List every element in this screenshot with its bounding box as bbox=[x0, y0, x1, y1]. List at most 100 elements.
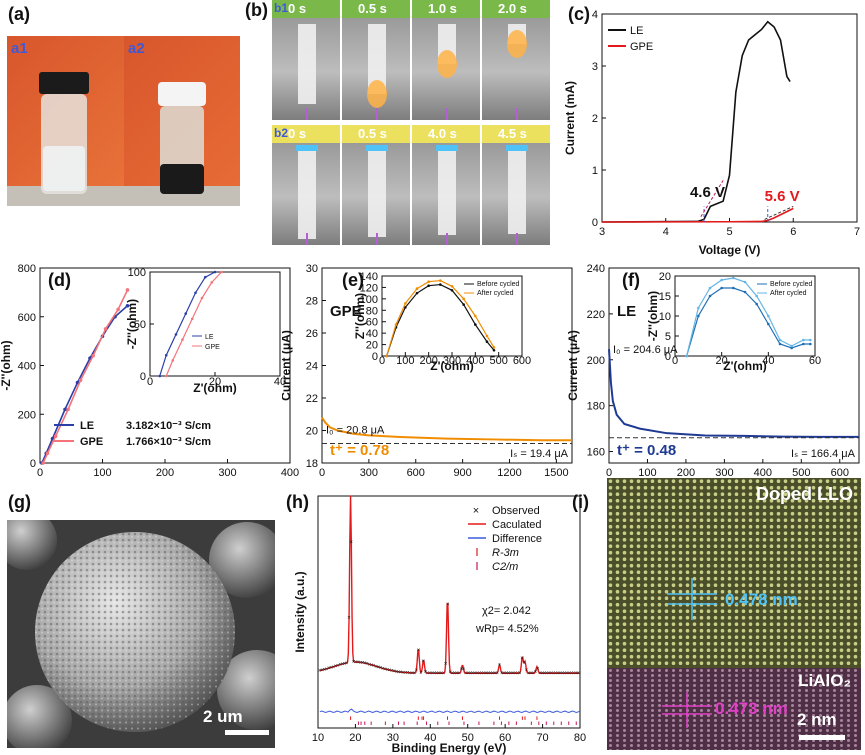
burn-strip-icon bbox=[507, 24, 527, 120]
e-inset-legend-label: Before cycled bbox=[477, 281, 520, 288]
d-inset-series-LE bbox=[159, 271, 216, 377]
e-ytick-label: 22 bbox=[306, 393, 318, 405]
h-observed-point: × bbox=[469, 671, 473, 677]
h-observed-point: × bbox=[408, 671, 412, 677]
h-observed-point: × bbox=[390, 669, 394, 675]
e-inset-point bbox=[474, 314, 477, 318]
d-inset-series-GPE bbox=[165, 271, 222, 377]
burn-strip-icon bbox=[367, 24, 387, 120]
h-legend-marker: × bbox=[473, 505, 479, 517]
d-inset-point bbox=[158, 374, 162, 378]
f-tplus-label: t⁺ = 0.48 bbox=[617, 442, 676, 459]
f-is-label: Iₛ = 166.4 μA bbox=[791, 448, 856, 460]
f-xtick-label: 400 bbox=[754, 467, 772, 479]
e-ytick-label: 18 bbox=[306, 458, 318, 470]
e-is-label: Iₛ = 19.4 μA bbox=[510, 448, 568, 460]
e-inset-point bbox=[462, 297, 465, 301]
frame-time-label: 0.5 s bbox=[358, 1, 387, 16]
h-observed-point: × bbox=[484, 671, 488, 677]
h-observed-point: × bbox=[361, 661, 365, 667]
burn-strip-icon bbox=[366, 145, 388, 245]
frame-time-label: 4.5 s bbox=[498, 126, 527, 141]
f-inset-ytick-label: 20 bbox=[659, 271, 671, 283]
h-observed-point: × bbox=[574, 671, 578, 677]
flame-shape bbox=[367, 80, 387, 108]
d-inset-ytick-label: 100 bbox=[128, 267, 146, 279]
panel-label-f: (f) bbox=[622, 270, 640, 290]
e-xtick-label: 1200 bbox=[497, 467, 521, 479]
h-xtick-label: 20 bbox=[349, 732, 361, 744]
d-inset-ytick-label: 50 bbox=[134, 319, 146, 331]
h-observed-point: × bbox=[518, 671, 522, 677]
h-xtick-label: 70 bbox=[536, 732, 548, 744]
f-inset-ytick-label: 10 bbox=[659, 311, 671, 323]
h-observed-point: × bbox=[527, 671, 531, 677]
h-observed-point: × bbox=[343, 661, 347, 667]
h-observed-point: × bbox=[572, 671, 576, 677]
f-inset-point bbox=[809, 338, 812, 342]
sub-label-a2: a2 bbox=[128, 40, 145, 57]
f-inset-point bbox=[755, 302, 758, 306]
h-xtick-label: 60 bbox=[499, 732, 511, 744]
sem-sphere-icon bbox=[7, 520, 275, 748]
d-inset-point bbox=[210, 281, 214, 284]
h-observed-point: × bbox=[466, 671, 470, 677]
d-xtick-label: 0 bbox=[37, 467, 43, 479]
strip-shape bbox=[368, 24, 386, 94]
e-ylabel: Current (μA) bbox=[282, 330, 293, 401]
e-inset-point bbox=[415, 291, 419, 295]
f-inset-point bbox=[708, 286, 712, 290]
e-ytick-label: 24 bbox=[306, 361, 318, 373]
f-inset-point bbox=[790, 344, 793, 348]
h-observed-point: × bbox=[453, 671, 457, 677]
sem-image: 2 um bbox=[7, 520, 275, 748]
h-observed-point: × bbox=[460, 667, 464, 673]
h-observed-point: × bbox=[359, 660, 363, 666]
d-inset-point bbox=[164, 353, 168, 357]
chart-d: 01002003004000200400600800Z'(ohm)-Z''(oh… bbox=[0, 263, 299, 483]
h-observed-point: × bbox=[545, 671, 549, 677]
d-inset-point bbox=[190, 317, 194, 321]
d-ytick-label: 400 bbox=[18, 361, 36, 373]
e-cell-label: GPE bbox=[330, 303, 362, 320]
c-series-GPE bbox=[601, 207, 794, 223]
f-ytick-label: 180 bbox=[587, 401, 605, 413]
h-observed-point: × bbox=[498, 663, 502, 669]
hrtem-bottom-label: LiAlO₂ bbox=[798, 671, 851, 690]
clip-shape bbox=[296, 145, 318, 151]
frame-time-label: 0 s bbox=[288, 126, 307, 141]
e-inset-xlabel: Z'(ohm) bbox=[430, 359, 474, 373]
h-observed-point: × bbox=[525, 668, 529, 674]
h-observed-point: × bbox=[507, 671, 511, 677]
d-point bbox=[41, 461, 45, 465]
h-observed-point: × bbox=[394, 670, 398, 676]
h-observed-point: × bbox=[565, 671, 569, 677]
h-observed-point: × bbox=[473, 671, 477, 677]
f-inset-ytick-label: 15 bbox=[659, 291, 671, 303]
flame-shape bbox=[507, 30, 527, 58]
e-inset-ytick-label: 60 bbox=[366, 317, 378, 329]
burn-frame: 1.0 s bbox=[412, 0, 480, 120]
f-inset-point bbox=[809, 342, 812, 346]
e-inset-ytick-label: 80 bbox=[366, 305, 378, 317]
f-inset-point bbox=[767, 314, 770, 318]
e-inset-point bbox=[385, 354, 388, 358]
h-observed-point: × bbox=[549, 671, 553, 677]
f-inset-ytick-label: 5 bbox=[665, 331, 671, 343]
e-xtick-label: 600 bbox=[407, 467, 425, 479]
h-observed-point: × bbox=[329, 665, 333, 671]
h-observed-point: × bbox=[412, 671, 416, 677]
sub-label-a1: a1 bbox=[11, 40, 28, 57]
h-observed-point: × bbox=[534, 669, 538, 675]
h-observed-point: × bbox=[325, 667, 329, 673]
c-series-LE bbox=[601, 20, 791, 223]
burn-frame: 4.5 s bbox=[482, 125, 550, 245]
e-inset-ylabel: Z''(ohm) bbox=[353, 293, 367, 339]
h-observed-point: × bbox=[522, 661, 526, 667]
h-observed-point: × bbox=[561, 671, 565, 677]
h-observed-point: × bbox=[462, 667, 466, 673]
h-observed-point: × bbox=[372, 664, 376, 670]
h-observed-point: × bbox=[487, 671, 491, 677]
e-inset-point bbox=[394, 323, 398, 326]
burn-strip-icon bbox=[436, 145, 458, 245]
